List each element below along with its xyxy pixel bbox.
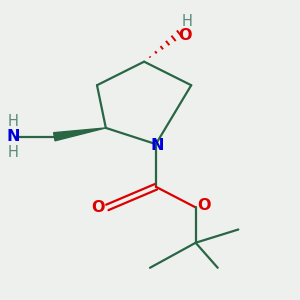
Text: O: O	[178, 28, 192, 43]
Text: H: H	[8, 145, 19, 160]
Text: O: O	[198, 198, 211, 213]
Polygon shape	[54, 128, 106, 141]
Text: H: H	[182, 14, 192, 29]
Text: N: N	[151, 138, 164, 153]
Text: N: N	[6, 129, 20, 144]
Text: H: H	[8, 114, 19, 129]
Text: O: O	[92, 200, 105, 215]
